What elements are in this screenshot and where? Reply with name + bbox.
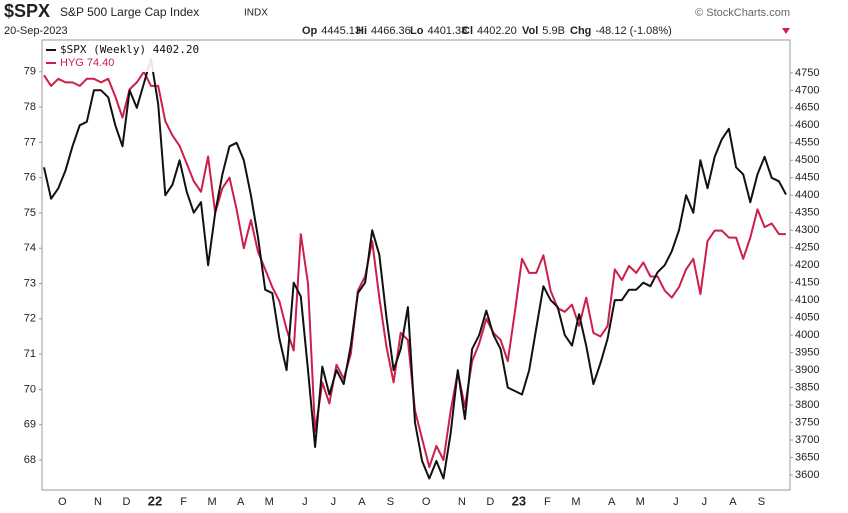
legend-label: HYG 74.40 (60, 57, 114, 69)
x-tick-label: A (729, 496, 737, 508)
y2-tick-label: 3800 (795, 399, 819, 411)
y2-tick-label: 4550 (795, 137, 819, 149)
y2-tick-label: 3900 (795, 364, 819, 376)
y-tick-label: 70 (24, 383, 36, 395)
y2-tick-label: 4100 (795, 294, 819, 306)
y2-tick-label: 4350 (795, 207, 819, 219)
x-tick-label: M (208, 496, 217, 508)
stat-label: Hi (356, 25, 367, 37)
x-tick-label: M (571, 496, 580, 508)
y2-tick-label: 3850 (795, 381, 819, 393)
x-tick-label: J (331, 496, 337, 508)
y2-tick-label: 3600 (795, 469, 819, 481)
x-tick-label: J (673, 496, 679, 508)
y-tick-label: 72 (24, 313, 36, 325)
y2-tick-label: 4200 (795, 259, 819, 271)
stat-label: Lo (410, 25, 424, 37)
x-tick-label: D (123, 496, 131, 508)
x-tick-label: F (180, 496, 187, 508)
y2-tick-label: 4600 (795, 119, 819, 131)
x-tick-label: M (265, 496, 274, 508)
exchange: INDX (244, 8, 268, 19)
stat-value: 4466.36 (371, 25, 411, 37)
x-tick-label: O (422, 496, 431, 508)
stat-value: 4401.38 (427, 25, 467, 37)
x-tick-label: A (237, 496, 245, 508)
x-tick-label: N (458, 496, 466, 508)
stat-value: 5.9B (542, 25, 565, 37)
y2-tick-label: 4400 (795, 189, 819, 201)
legend-label: $SPX (Weekly) 4402.20 (60, 43, 199, 56)
y-tick-label: 76 (24, 172, 36, 184)
x-tick-label: A (608, 496, 616, 508)
y-tick-label: 73 (24, 277, 36, 289)
stat-label: Chg (570, 25, 591, 37)
y2-tick-label: 4500 (795, 154, 819, 166)
y2-tick-label: 3950 (795, 346, 819, 358)
y2-tick-label: 3650 (795, 451, 819, 463)
y2-tick-label: 4050 (795, 312, 819, 324)
legend-box (44, 42, 234, 72)
y2-tick-label: 4250 (795, 242, 819, 254)
x-tick-label: 22 (148, 493, 162, 508)
symbol: $SPX (4, 1, 50, 21)
stat-label: Cl (462, 25, 473, 37)
y-tick-label: 74 (24, 242, 36, 254)
x-tick-label: N (94, 496, 102, 508)
y2-tick-label: 3700 (795, 434, 819, 446)
stat-label: Vol (522, 25, 538, 37)
y2-tick-label: 4000 (795, 329, 819, 341)
source: © StockCharts.com (695, 7, 790, 19)
x-tick-label: M (636, 496, 645, 508)
y2-tick-label: 4750 (795, 67, 819, 79)
date: 20-Sep-2023 (4, 25, 68, 37)
index-name: S&P 500 Large Cap Index (60, 5, 199, 19)
series-line (43, 57, 787, 480)
stat-value: -48.12 (-1.08%) (595, 25, 671, 37)
y-tick-label: 69 (24, 419, 36, 431)
y2-tick-label: 4150 (795, 277, 819, 289)
x-tick-label: J (302, 496, 308, 508)
y-tick-label: 79 (24, 66, 36, 78)
y-tick-label: 77 (24, 136, 36, 148)
stat-value: 4402.20 (477, 25, 517, 37)
x-tick-label: J (702, 496, 708, 508)
x-tick-label: 23 (512, 493, 526, 508)
x-tick-label: D (486, 496, 494, 508)
y-tick-label: 75 (24, 207, 36, 219)
stat-value: 4445.13 (321, 25, 361, 37)
x-tick-label: S (758, 496, 765, 508)
y-tick-label: 71 (24, 348, 36, 360)
y2-tick-label: 4300 (795, 224, 819, 236)
y2-tick-label: 4650 (795, 102, 819, 114)
x-tick-label: A (358, 496, 366, 508)
y2-tick-label: 4700 (795, 84, 819, 96)
y-tick-label: 68 (24, 454, 36, 466)
x-tick-label: O (58, 496, 67, 508)
change-arrow (782, 28, 790, 34)
x-tick-label: S (387, 496, 394, 508)
x-tick-label: F (544, 496, 551, 508)
y2-tick-label: 3750 (795, 416, 819, 428)
y2-tick-label: 4450 (795, 172, 819, 184)
y-tick-label: 78 (24, 101, 36, 113)
stat-label: Op (302, 25, 318, 37)
